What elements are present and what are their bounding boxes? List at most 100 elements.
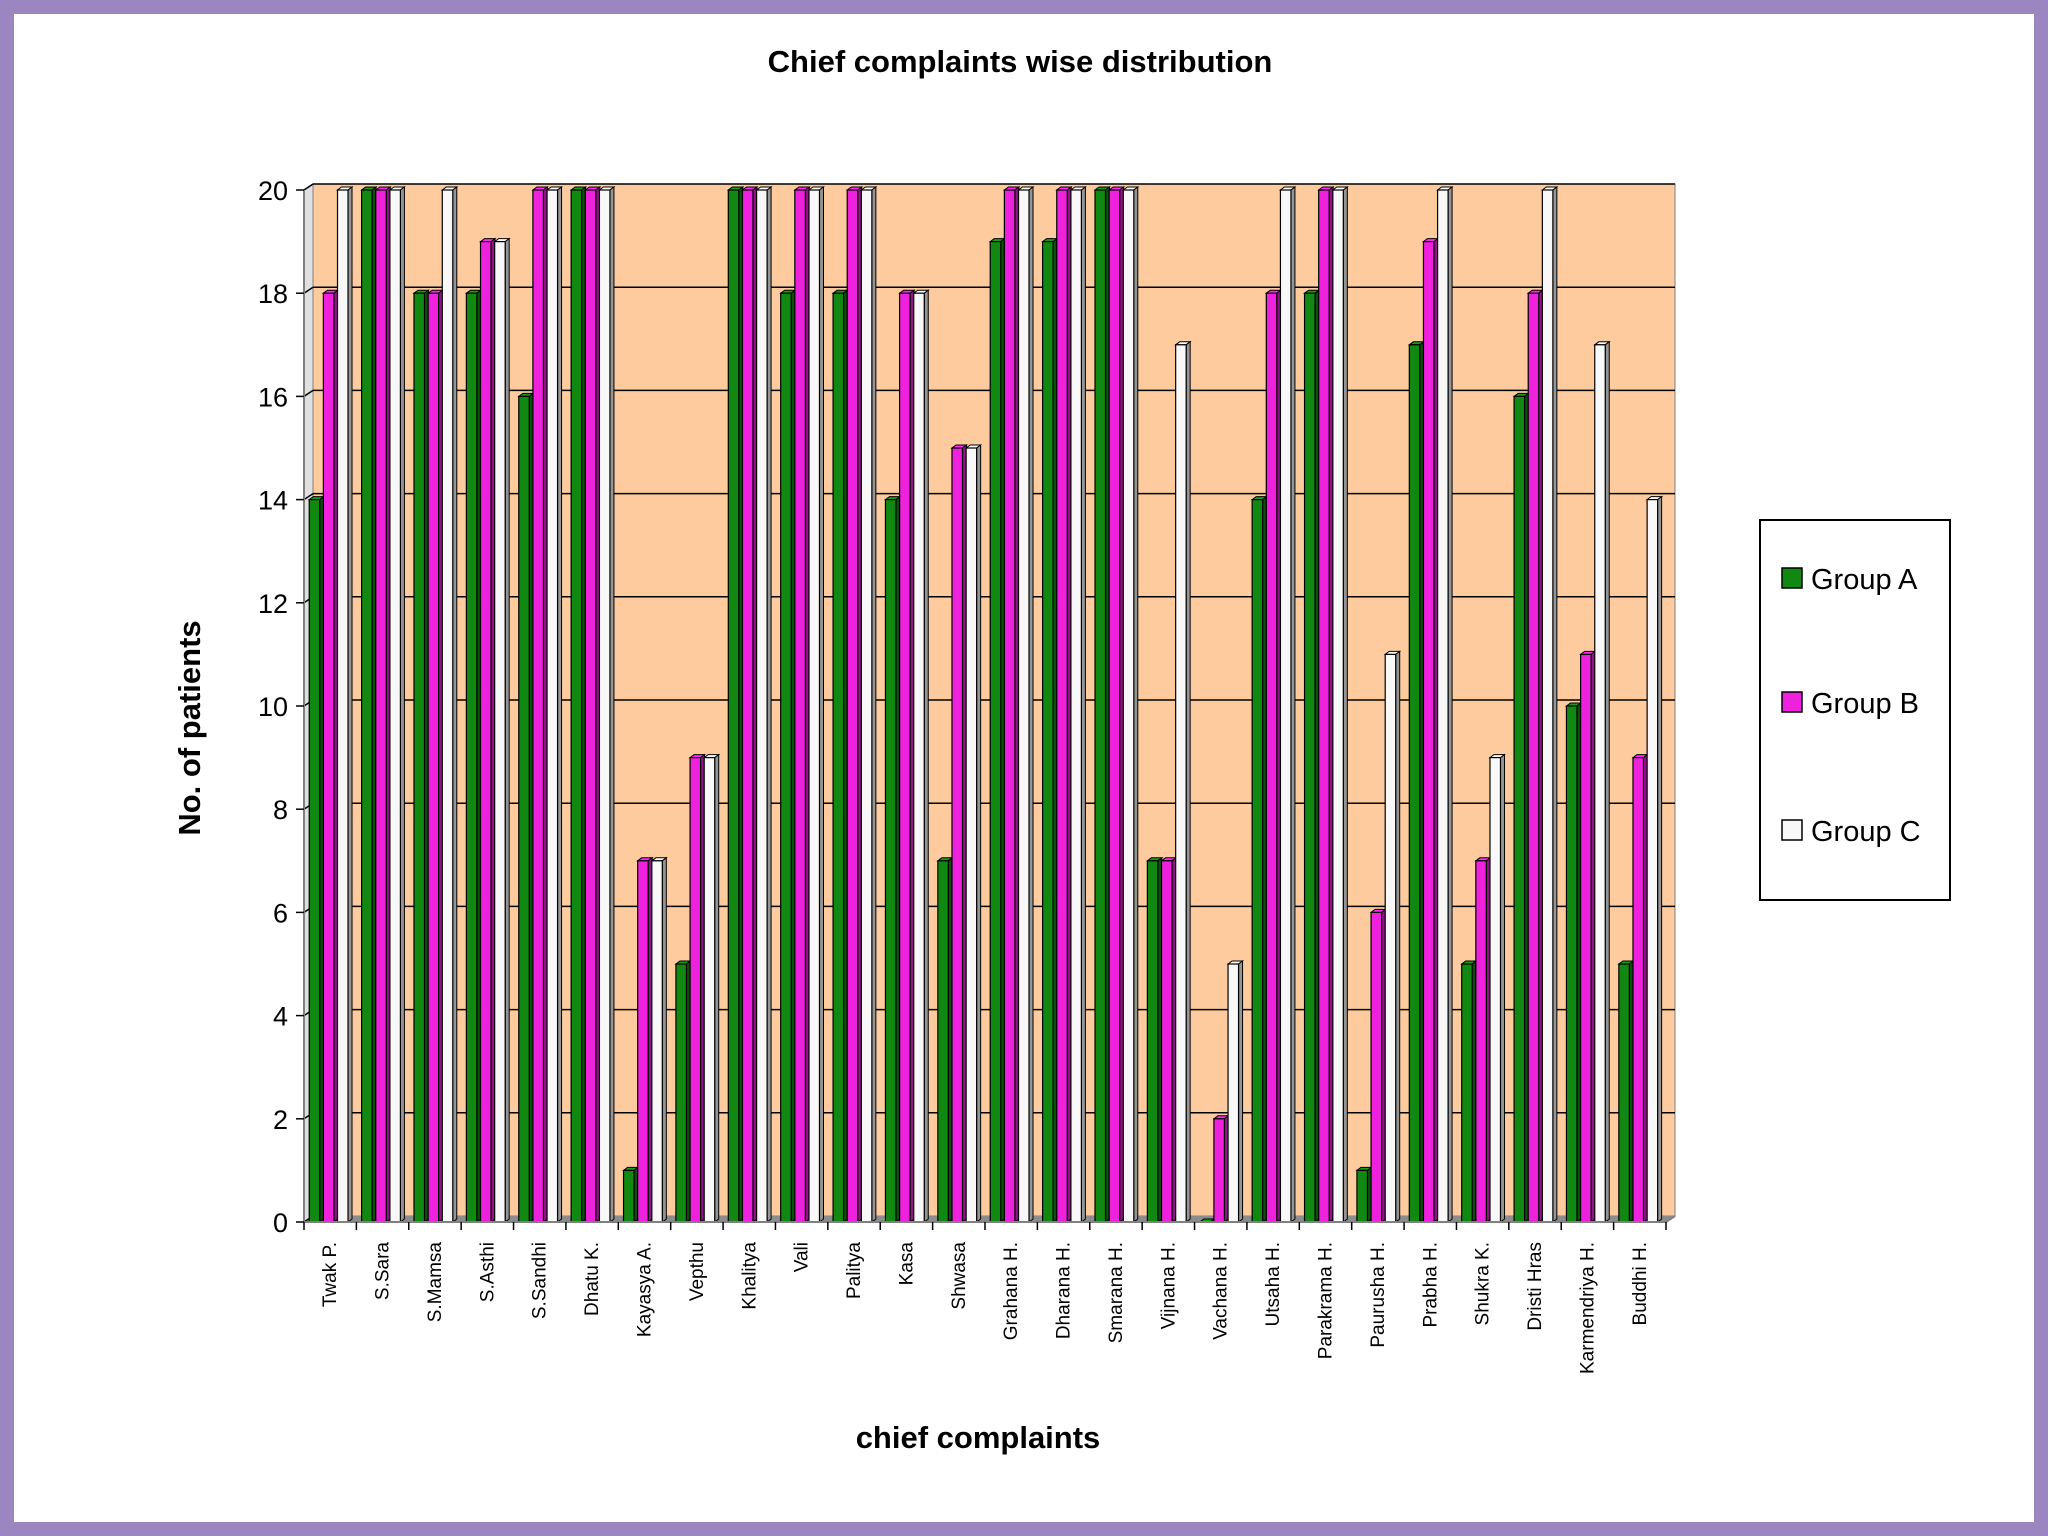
legend: Group A Group B Group C [1759,519,1951,901]
x-tick-label: Dhatu K. [582,1242,603,1316]
y-tick-label: 0 [273,1208,288,1238]
bar [1093,186,1111,1223]
x-tick-label: S.Sandhi [530,1242,551,1319]
bar [964,444,983,1223]
y-tick-label: 10 [258,692,288,722]
bar [1593,340,1611,1223]
bar [597,186,616,1223]
legend-swatch [1781,691,1803,713]
bar [1460,960,1478,1223]
x-tick-label: S.Asthi [477,1242,498,1302]
y-tick-label: 20 [258,176,288,206]
bar [1250,495,1269,1223]
bar [531,186,549,1223]
bar [1160,856,1178,1223]
bar [1017,186,1035,1223]
x-tick-label: Palitya [844,1242,865,1299]
x-tick-label: Karmendriya H. [1577,1242,1598,1374]
x-tick-label: Vali [792,1242,813,1272]
x-tick-label: Paurusha H. [1368,1242,1389,1348]
bar [1512,392,1531,1223]
bar [374,186,392,1223]
bar [1421,237,1440,1223]
bar [1355,1166,1373,1223]
bar [1145,856,1164,1223]
x-tick-label: S.Sara [373,1242,394,1301]
bar [1174,340,1192,1223]
bar [360,186,378,1223]
legend-swatch [1781,819,1803,841]
bar [688,753,707,1223]
bar [1303,289,1321,1223]
bar [1317,186,1335,1223]
x-tick-label: Dharana H. [1054,1242,1075,1339]
bar [1540,186,1559,1223]
chart-title: Chief complaints wise distribution [768,44,1273,79]
bar [912,289,930,1223]
x-tick-label: Twak P. [320,1242,341,1307]
gridline-depth [303,389,314,398]
bar [569,186,588,1223]
bar [988,237,1007,1223]
bar [807,186,825,1223]
bar [650,856,668,1223]
bar [845,186,864,1223]
bar [779,289,797,1223]
bar [1264,289,1283,1223]
gridline-depth [303,183,314,191]
bar [1331,186,1349,1223]
y-tick-label: 14 [258,486,288,516]
bar [321,289,340,1223]
chart-frame: Chief complaints wise distribution 0 2 4 6 8… [14,14,2034,1522]
y-tick-label: 18 [258,279,288,309]
bar [898,289,916,1223]
x-tick-label: Prabha H. [1420,1242,1441,1328]
gridline-depth [303,492,314,501]
y-tick-label: 16 [258,382,288,412]
bar [883,495,902,1223]
bar [1002,186,1021,1223]
bar [440,186,459,1223]
y-tick-label: 2 [273,1105,288,1135]
bar [426,289,445,1223]
x-tick-label: Vepthu [687,1242,708,1301]
y-tick-label: 8 [273,795,288,825]
x-tick-label: Shukra K. [1473,1242,1494,1325]
gridline-depth [303,286,314,294]
bar [493,237,511,1223]
x-tick-label: Kasa [896,1242,917,1286]
bar [412,289,430,1223]
x-axis-title: chief complaints [856,1420,1101,1455]
x-tick-label: Utsaha H. [1263,1242,1284,1326]
bar [1369,908,1388,1223]
bar [1121,186,1140,1223]
x-tick-label: Vijnana H. [1158,1242,1179,1329]
bar [1474,856,1492,1223]
bar [1041,237,1059,1223]
bar [674,960,692,1223]
bar [517,392,535,1223]
bar [1488,753,1506,1223]
x-tick-label: Vachana H. [1211,1242,1232,1340]
x-tick-label: Grahana H. [1001,1242,1022,1340]
bar [1631,753,1649,1223]
y-tick-label: 4 [273,1002,288,1032]
bar [1617,960,1635,1223]
x-tick-label: Khalitya [739,1242,760,1310]
x-tick-label: Buddhi H. [1630,1242,1651,1325]
bar [1564,702,1583,1223]
legend-label: Group C [1811,816,1921,848]
bar [388,186,406,1223]
bar [702,753,721,1223]
bar [1212,1114,1230,1223]
bar [1407,340,1426,1223]
bar [936,856,954,1223]
bar [583,186,602,1223]
legend-swatch [1781,567,1803,589]
y-tick-label: 6 [273,898,288,928]
y-tick-label: 12 [258,589,288,619]
bar [950,444,968,1223]
x-tick-label: Shwasa [949,1242,970,1310]
bar [740,186,759,1223]
bar [545,186,564,1223]
